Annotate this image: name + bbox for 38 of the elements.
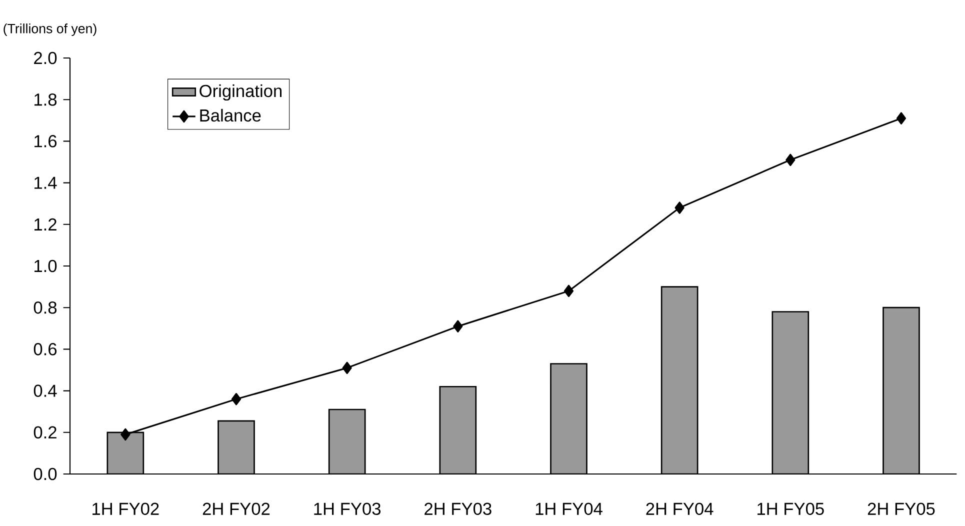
point — [896, 112, 906, 124]
bar — [439, 386, 477, 474]
x-tick-label: 1H FY05 — [758, 502, 824, 515]
y-tick-label: 0.6 — [34, 343, 57, 356]
y-tick-label: 1.6 — [34, 135, 57, 148]
point — [342, 362, 352, 374]
x-tick-label: 1H FY02 — [92, 502, 159, 515]
point — [674, 202, 684, 214]
point — [120, 428, 130, 441]
y-tick-label: 0.8 — [34, 301, 57, 314]
y-tick-label: 1.2 — [34, 218, 56, 230]
y-tick-label: 0.0 — [34, 468, 57, 480]
bar — [550, 363, 588, 474]
y-axis-title: (Trillions of yen) — [4, 24, 96, 36]
x-tick-label: 2H FY05 — [868, 502, 935, 515]
x-tick-label: 2H FY04 — [646, 502, 714, 515]
bar — [882, 306, 920, 474]
bar — [328, 408, 366, 474]
x-tick-label: 1H FY04 — [536, 502, 602, 515]
y-tick-label: 1.4 — [34, 176, 57, 189]
y-tick-label: 1.0 — [34, 260, 57, 272]
point — [453, 320, 463, 332]
y-tick-label: 0.4 — [34, 384, 57, 397]
bar — [660, 286, 698, 474]
point — [231, 392, 242, 406]
y-tick-label: 0.2 — [34, 426, 56, 439]
x-tick-label: 2H FY02 — [202, 502, 270, 515]
x-tick-label: 2H FY03 — [424, 502, 492, 515]
x-tick-label: 1H FY03 — [314, 502, 381, 515]
bar — [772, 311, 810, 474]
y-tick-label: 2.0 — [34, 52, 57, 64]
bar — [106, 432, 144, 474]
legend-label: Balance — [200, 108, 261, 122]
point — [786, 154, 796, 166]
legend-label: Origination — [200, 84, 282, 101]
point — [564, 284, 574, 298]
y-tick-label: 1.8 — [34, 93, 57, 106]
bar — [218, 420, 255, 474]
